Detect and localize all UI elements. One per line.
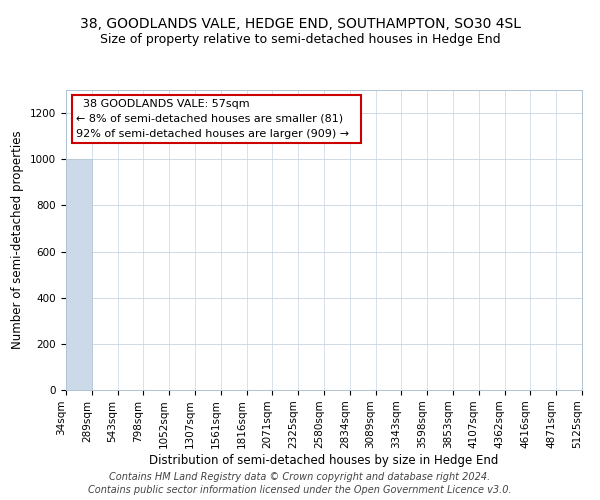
- Text: 38 GOODLANDS VALE: 57sqm
← 8% of semi-detached houses are smaller (81)
92% of se: 38 GOODLANDS VALE: 57sqm ← 8% of semi-de…: [76, 99, 356, 138]
- Y-axis label: Number of semi-detached properties: Number of semi-detached properties: [11, 130, 25, 350]
- X-axis label: Distribution of semi-detached houses by size in Hedge End: Distribution of semi-detached houses by …: [149, 454, 499, 467]
- Text: Contains public sector information licensed under the Open Government Licence v3: Contains public sector information licen…: [88, 485, 512, 495]
- Bar: [66, 159, 92, 390]
- Text: Contains HM Land Registry data © Crown copyright and database right 2024.: Contains HM Land Registry data © Crown c…: [109, 472, 491, 482]
- Text: 38, GOODLANDS VALE, HEDGE END, SOUTHAMPTON, SO30 4SL: 38, GOODLANDS VALE, HEDGE END, SOUTHAMPT…: [79, 18, 521, 32]
- Text: Size of property relative to semi-detached houses in Hedge End: Size of property relative to semi-detach…: [100, 32, 500, 46]
